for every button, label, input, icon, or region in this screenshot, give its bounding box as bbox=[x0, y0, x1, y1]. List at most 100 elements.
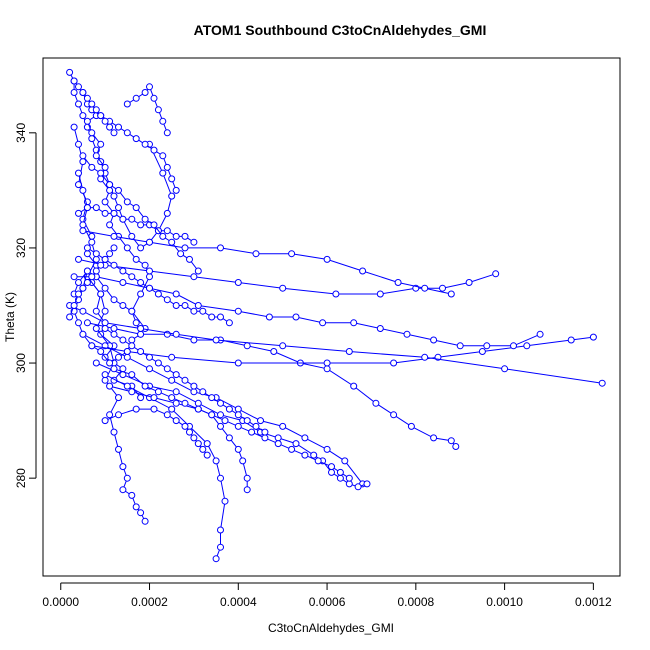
series-8 bbox=[88, 333, 597, 367]
data-point bbox=[217, 244, 224, 252]
data-point bbox=[119, 267, 127, 275]
data-point bbox=[79, 284, 87, 292]
data-point bbox=[137, 330, 145, 338]
data-point bbox=[168, 405, 176, 413]
series-line bbox=[87, 247, 230, 324]
data-point bbox=[150, 146, 158, 154]
data-point bbox=[314, 457, 322, 465]
data-point bbox=[261, 428, 269, 436]
data-point bbox=[137, 394, 145, 402]
data-point bbox=[345, 348, 353, 355]
data-point bbox=[501, 365, 509, 373]
data-point bbox=[154, 359, 162, 367]
data-point bbox=[101, 198, 109, 206]
data-point bbox=[194, 405, 202, 413]
data-point bbox=[92, 152, 100, 160]
data-point bbox=[88, 100, 96, 108]
data-point bbox=[75, 209, 82, 217]
data-point bbox=[132, 204, 140, 212]
data-point bbox=[79, 158, 87, 166]
data-point bbox=[394, 279, 402, 286]
series-line bbox=[74, 276, 541, 347]
series-line bbox=[96, 362, 368, 488]
data-point bbox=[279, 284, 287, 292]
data-point bbox=[137, 244, 145, 252]
data-point bbox=[336, 474, 344, 482]
data-point bbox=[598, 379, 606, 387]
data-point bbox=[208, 394, 216, 402]
data-point bbox=[261, 434, 269, 442]
data-point bbox=[212, 336, 220, 344]
data-point bbox=[83, 117, 91, 125]
data-point bbox=[172, 302, 180, 309]
data-point bbox=[119, 302, 127, 309]
data-point bbox=[128, 215, 136, 223]
data-point bbox=[203, 451, 211, 459]
data-point bbox=[110, 261, 118, 269]
data-point bbox=[115, 186, 122, 194]
data-point bbox=[163, 411, 171, 419]
data-point bbox=[154, 290, 162, 298]
data-point bbox=[115, 204, 122, 212]
data-point bbox=[190, 434, 198, 442]
data-point bbox=[252, 250, 260, 258]
data-point bbox=[137, 279, 145, 286]
data-point bbox=[279, 342, 287, 350]
data-point bbox=[97, 112, 105, 120]
data-point bbox=[319, 319, 327, 327]
data-point bbox=[217, 313, 224, 321]
data-point bbox=[119, 279, 127, 286]
data-point bbox=[243, 474, 251, 482]
data-point bbox=[119, 215, 127, 223]
data-point bbox=[252, 422, 260, 430]
data-point bbox=[234, 405, 242, 413]
data-point bbox=[75, 255, 82, 263]
series-13 bbox=[92, 359, 371, 491]
series-line bbox=[82, 230, 452, 295]
data-point bbox=[421, 353, 429, 361]
data-point bbox=[243, 342, 251, 350]
data-point bbox=[123, 129, 131, 137]
data-point bbox=[292, 313, 300, 321]
data-point bbox=[101, 325, 109, 332]
data-point bbox=[168, 192, 176, 200]
data-point bbox=[257, 417, 264, 425]
data-point bbox=[146, 267, 153, 275]
data-point bbox=[172, 232, 180, 240]
data-point bbox=[101, 376, 109, 384]
data-point bbox=[234, 422, 242, 430]
data-point bbox=[159, 169, 167, 177]
data-point bbox=[234, 411, 242, 419]
y-tick-label: 300 bbox=[14, 353, 28, 373]
data-point bbox=[345, 474, 353, 482]
data-point bbox=[225, 434, 233, 442]
data-point bbox=[403, 330, 411, 338]
data-point bbox=[146, 284, 153, 292]
data-point bbox=[141, 140, 149, 148]
x-tick-label: 0.0010 bbox=[486, 595, 523, 609]
data-point bbox=[510, 342, 517, 350]
data-point bbox=[92, 359, 100, 367]
data-point bbox=[79, 152, 87, 160]
data-point bbox=[150, 394, 158, 402]
data-point bbox=[110, 365, 118, 373]
data-point bbox=[181, 399, 189, 407]
data-point bbox=[150, 405, 158, 413]
data-point bbox=[101, 255, 109, 263]
data-point bbox=[132, 503, 140, 511]
data-point bbox=[190, 382, 198, 390]
series-23 bbox=[70, 77, 118, 137]
data-point bbox=[132, 319, 140, 327]
data-point bbox=[110, 296, 118, 304]
data-point bbox=[194, 267, 202, 275]
data-point bbox=[341, 457, 349, 465]
data-point bbox=[274, 434, 282, 442]
data-point bbox=[447, 290, 455, 298]
data-point bbox=[168, 394, 176, 402]
data-point bbox=[536, 330, 544, 338]
data-point bbox=[101, 319, 109, 327]
data-point bbox=[137, 348, 145, 355]
series-19 bbox=[75, 204, 198, 246]
data-point bbox=[292, 440, 300, 448]
data-point bbox=[199, 445, 207, 453]
